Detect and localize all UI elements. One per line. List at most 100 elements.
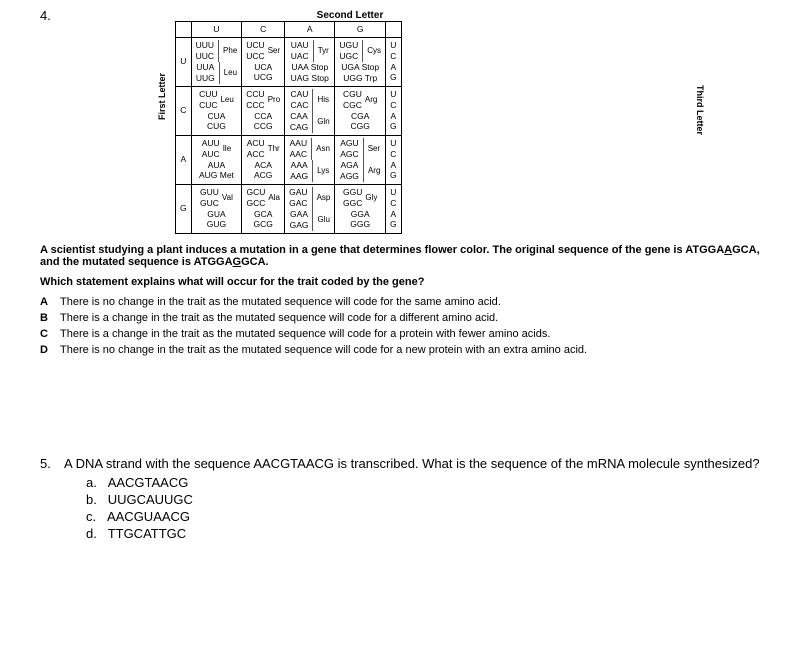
third: A bbox=[390, 111, 397, 122]
codon-table: U C A G U UUUUUCPhe UUAUUGLeu UCUUCCSer … bbox=[175, 21, 402, 234]
third: G bbox=[390, 72, 397, 83]
codon: GUU bbox=[200, 187, 219, 198]
third: C bbox=[390, 198, 397, 209]
third: U bbox=[390, 89, 397, 100]
codon: GCC bbox=[246, 198, 265, 209]
opt-text: AACGUAACG bbox=[107, 509, 190, 524]
table-row: C CUUCUCLeu CUACUG CCUCCCPro CCACCG CAUC… bbox=[176, 86, 402, 135]
opt-text: AACGTAACG bbox=[108, 475, 189, 490]
aa: Glu bbox=[317, 215, 329, 225]
question-number: 4. bbox=[40, 8, 51, 23]
codon: CCA bbox=[254, 111, 273, 122]
row-C: C bbox=[176, 86, 192, 135]
third: G bbox=[390, 219, 397, 230]
codon: AGU bbox=[340, 138, 358, 149]
codon: AAC bbox=[290, 149, 307, 160]
codon: UGC bbox=[339, 51, 358, 62]
aa: Arg bbox=[365, 95, 377, 105]
codon: UAG Stop bbox=[289, 73, 330, 84]
codon: UUU bbox=[196, 40, 214, 51]
seq-mut: G bbox=[233, 256, 242, 268]
codon: AUA bbox=[196, 160, 238, 171]
codon: GCG bbox=[254, 219, 273, 230]
aa: Thr bbox=[268, 144, 280, 154]
codon: AAU bbox=[290, 138, 307, 149]
aa: Ile bbox=[223, 144, 231, 154]
table-row: G GUUGUCVal GUAGUG GCUGCCAla GCAGCG GAUG… bbox=[176, 184, 402, 233]
aa: His bbox=[317, 95, 329, 105]
codon: GUC bbox=[200, 198, 219, 209]
codon: UGU bbox=[339, 40, 358, 51]
seq: GCA bbox=[732, 244, 756, 256]
codon: GAA bbox=[290, 209, 309, 220]
codon: UAU bbox=[291, 40, 309, 51]
opt-letter: a. bbox=[86, 475, 97, 490]
option-d[interactable]: DThere is no change in the trait as the … bbox=[40, 344, 760, 356]
third: A bbox=[390, 62, 397, 73]
row-A: A bbox=[176, 135, 192, 184]
option-c[interactable]: CThere is a change in the trait as the m… bbox=[40, 328, 760, 340]
row-U: U bbox=[176, 37, 192, 86]
aa: Gln bbox=[317, 117, 329, 127]
third: U bbox=[390, 138, 397, 149]
seq: GCA. bbox=[241, 256, 269, 268]
codon: AGC bbox=[340, 149, 358, 160]
codon: UGA Stop bbox=[339, 62, 381, 73]
codon: CUC bbox=[199, 100, 217, 111]
seq: ATGGA bbox=[194, 256, 233, 268]
aa: Val bbox=[222, 193, 233, 203]
codon: UGG Trp bbox=[339, 73, 381, 84]
codon: CGG bbox=[351, 121, 370, 132]
codon: GUA bbox=[207, 209, 226, 220]
option-b[interactable]: BThere is a change in the trait as the m… bbox=[40, 312, 760, 324]
opt-text: There is a change in the trait as the mu… bbox=[60, 312, 498, 324]
codon-table-wrap: Second Letter First Letter Third Letter … bbox=[175, 10, 760, 234]
aa: Leu bbox=[220, 95, 233, 105]
aa: Ala bbox=[268, 193, 280, 203]
codon: ACC bbox=[247, 149, 265, 160]
codon: GGA bbox=[350, 209, 370, 220]
question-5: 5. A DNA strand with the sequence AACGTA… bbox=[40, 456, 760, 543]
q5-option-c[interactable]: c. AACGUAACG bbox=[86, 509, 760, 524]
codon: UUA bbox=[196, 62, 215, 73]
codon: CGC bbox=[343, 100, 362, 111]
codon: CGU bbox=[343, 89, 362, 100]
text: Which statement explains what will occur… bbox=[40, 276, 424, 288]
codon: CUG bbox=[207, 121, 226, 132]
codon: CGA bbox=[351, 111, 370, 122]
aa: Ser bbox=[268, 46, 280, 56]
codon: UCU bbox=[246, 40, 264, 51]
opt-text: There is no change in the trait as the m… bbox=[60, 344, 587, 356]
opt-text: There is no change in the trait as the m… bbox=[60, 296, 501, 308]
option-a[interactable]: AThere is no change in the trait as the … bbox=[40, 296, 760, 308]
q5-number: 5. bbox=[40, 456, 64, 543]
codon: CCU bbox=[246, 89, 264, 100]
q5-option-a[interactable]: a. AACGTAACG bbox=[86, 475, 760, 490]
third: C bbox=[390, 149, 397, 160]
table-row: A AUUAUCIle AUAAUG Met ACUACCThr ACAACG … bbox=[176, 135, 402, 184]
seq-mut: A bbox=[724, 244, 732, 256]
codon: UCA bbox=[254, 62, 273, 73]
codon: AAA bbox=[290, 160, 308, 171]
codon: GAC bbox=[289, 198, 307, 209]
third: A bbox=[390, 160, 397, 171]
third: A bbox=[390, 209, 397, 220]
third: G bbox=[390, 170, 397, 181]
q4-options: AThere is no change in the trait as the … bbox=[40, 296, 760, 356]
codon: AGA bbox=[340, 160, 359, 171]
text: A scientist studying a plant induces a m… bbox=[40, 244, 685, 256]
opt-letter: A bbox=[40, 296, 60, 308]
codon: GCA bbox=[254, 209, 273, 220]
q5-options: a. AACGTAACG b. UUGCAUUGC c. AACGUAACG d… bbox=[64, 475, 760, 541]
codon: AUU bbox=[202, 138, 220, 149]
codon: GGU bbox=[343, 187, 362, 198]
q5-option-b[interactable]: b. UUGCAUUGC bbox=[86, 492, 760, 507]
codon: GCU bbox=[246, 187, 265, 198]
codon: AAG bbox=[290, 171, 308, 182]
codon: GUG bbox=[207, 219, 226, 230]
table-row: U UUUUUCPhe UUAUUGLeu UCUUCCSer UCAUCG U… bbox=[176, 37, 402, 86]
aa: Pro bbox=[268, 95, 280, 105]
codon: CCC bbox=[246, 100, 264, 111]
q5-option-d[interactable]: d. TTGCATTGC bbox=[86, 526, 760, 541]
aa: Asp bbox=[317, 193, 331, 203]
